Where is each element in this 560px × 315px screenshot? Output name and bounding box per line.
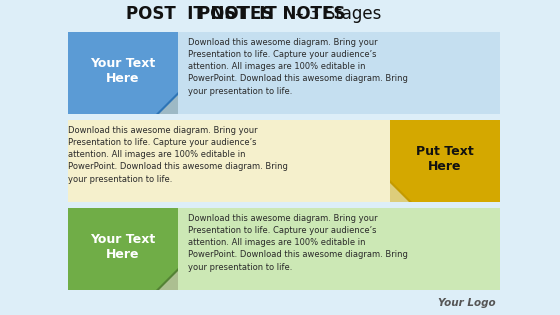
Polygon shape — [156, 92, 178, 114]
Text: Download this awesome diagram. Bring your
Presentation to life. Capture your aud: Download this awesome diagram. Bring you… — [188, 214, 408, 272]
Polygon shape — [390, 180, 412, 202]
Text: POST  IT NOTES: POST IT NOTES — [198, 5, 346, 23]
Bar — [68, 208, 178, 290]
Text: Your Logo: Your Logo — [438, 298, 496, 308]
Polygon shape — [159, 271, 178, 290]
Text: Download this awesome diagram. Bring your
Presentation to life. Capture your aud: Download this awesome diagram. Bring you… — [68, 126, 288, 184]
Bar — [390, 120, 500, 202]
Bar — [68, 32, 178, 114]
Text: POST  IT NOTES: POST IT NOTES — [127, 5, 274, 23]
Text: Put Text
Here: Put Text Here — [416, 145, 474, 173]
Text: POST  IT NOTES – 3 Stages: POST IT NOTES – 3 Stages — [161, 5, 384, 23]
Text: Your Text
Here: Your Text Here — [90, 57, 156, 85]
Bar — [68, 32, 500, 114]
Polygon shape — [156, 268, 178, 290]
Text: – 3 Stages: – 3 Stages — [290, 5, 382, 23]
Text: Download this awesome diagram. Bring your
Presentation to life. Capture your aud: Download this awesome diagram. Bring you… — [188, 38, 408, 95]
Polygon shape — [390, 183, 409, 202]
Text: Your Text
Here: Your Text Here — [90, 233, 156, 261]
Polygon shape — [159, 95, 178, 114]
Bar — [68, 208, 500, 290]
Bar — [68, 120, 500, 202]
